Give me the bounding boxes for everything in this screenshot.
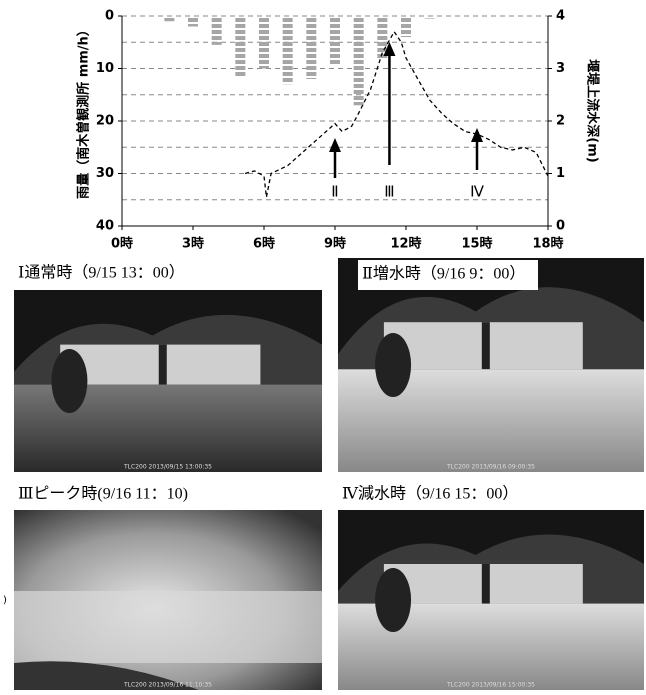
tree [375, 333, 411, 397]
photo-caption: Ⅱ増水時（9/16 9：00） [362, 265, 525, 283]
edge-text: ) [3, 595, 7, 606]
y-axis-title: 雨量（南木曽観測所 mm/h） [76, 23, 92, 199]
page: ) 0 10 20 30 40 0 1 2 3 4 0時 3時 6時 9時 12時 15時 18時 雨量（南木曽観… [0, 0, 646, 691]
photo: TLC200 2013/09/15 13:00:35 Ⅰ通常時（9/15 13：0… [14, 258, 322, 472]
y-tick-label: 10 [96, 61, 114, 76]
y-tick-label: 30 [96, 166, 114, 181]
bar [425, 16, 435, 19]
bar [259, 16, 269, 69]
arrow-head [471, 128, 483, 142]
x-tick-label: 12時 [390, 236, 421, 252]
y2-tick-label: 2 [556, 114, 565, 129]
y2-tick-label: 1 [556, 166, 565, 181]
photo: TLC200 2013/09/16 15:00:35 Ⅳ減水時（9/16 15：0… [338, 480, 644, 690]
y-tick-label: 0 [105, 9, 114, 24]
photo-caption: Ⅲピーク時(9/16 11：10) [18, 485, 188, 503]
bar [283, 16, 293, 84]
annotation: Ⅳ [470, 184, 484, 200]
y-tick-label: 40 [96, 219, 114, 234]
bar [306, 16, 316, 79]
dam-slit [159, 345, 167, 385]
x-tick-label: 9時 [324, 236, 346, 252]
x-tick-label: 3時 [182, 236, 204, 252]
dam-slit [482, 322, 490, 369]
x-tick-label: 15時 [461, 236, 492, 252]
bar [188, 16, 198, 27]
x-tick-label: 0時 [111, 236, 133, 252]
y2-tick-label: 0 [556, 219, 565, 234]
photo-timestamp: TLC200 2013/09/16 15:00:35 [446, 682, 535, 689]
dam-slit [482, 564, 490, 604]
photo-timestamp: TLC200 2013/09/16 09:00:35 [446, 464, 535, 471]
bar [164, 16, 174, 21]
photo-timestamp: TLC200 2013/09/15 13:00:35 [123, 464, 212, 471]
bar [401, 16, 411, 37]
y-tick-label: 20 [96, 114, 114, 129]
arrow-head [329, 138, 341, 152]
bar [330, 16, 340, 66]
annotation: Ⅲ [384, 184, 394, 200]
x-tick-label: 18時 [532, 236, 563, 252]
bar [235, 16, 245, 76]
bar [212, 16, 222, 45]
photo-caption: Ⅰ通常時（9/15 13：00） [18, 264, 185, 282]
photo-caption: Ⅳ減水時（9/16 15：00） [342, 485, 518, 503]
tree [51, 349, 87, 413]
photo-timestamp: TLC200 2013/09/16 11:10:35 [123, 682, 212, 689]
tree [375, 568, 411, 632]
flood [14, 591, 322, 663]
photo: TLC200 2013/09/16 09:00:35 Ⅱ増水時（9/16 9：00… [338, 258, 644, 472]
y2-tick-label: 3 [556, 61, 565, 76]
x-tick-label: 6時 [253, 236, 275, 252]
annotation: Ⅱ [331, 184, 338, 200]
figure: ) 0 10 20 30 40 0 1 2 3 4 0時 3時 6時 9時 12時 15時 18時 雨量（南木曽観… [0, 0, 646, 691]
y2-tick-label: 4 [556, 9, 565, 24]
y2-axis-title: 堰堤上流水深(m) [585, 59, 601, 162]
photo: TLC200 2013/09/16 11:10:35 Ⅲピーク時(9/16 11：… [14, 480, 322, 690]
bar [354, 16, 364, 105]
